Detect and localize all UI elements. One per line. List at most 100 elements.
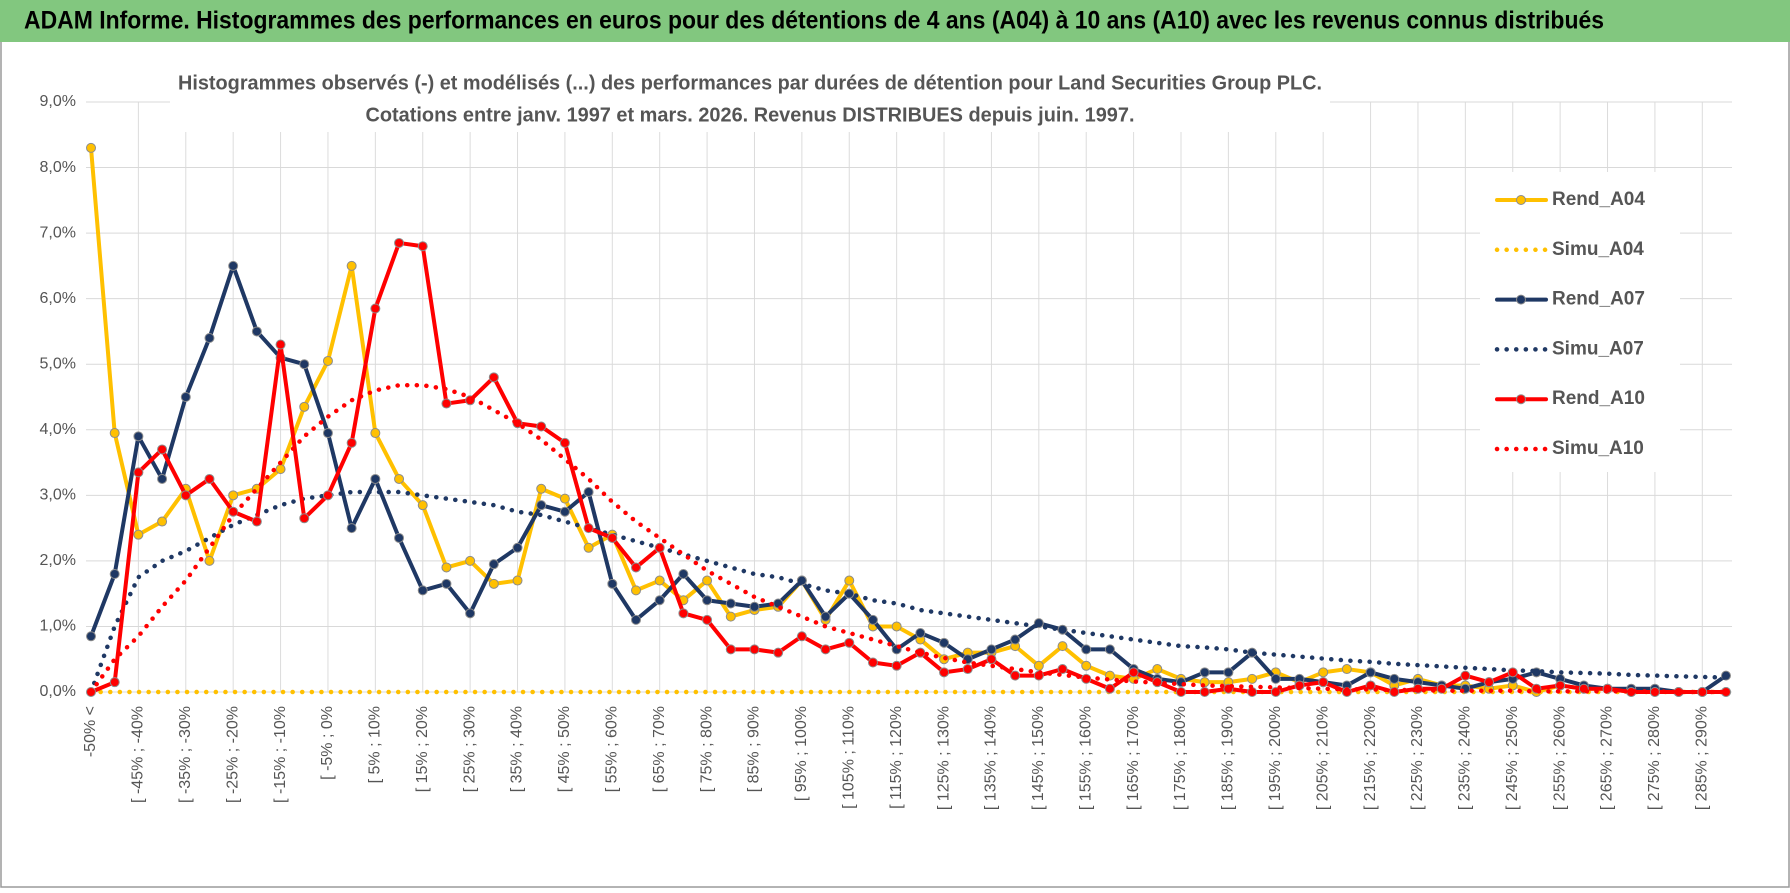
legend-marker (1516, 294, 1526, 305)
data-point (322, 490, 333, 501)
data-point (109, 569, 120, 579)
data-point (299, 359, 310, 370)
data-point (275, 464, 286, 475)
data-point (133, 431, 144, 442)
x-tick-label: [ 165% ; 170% (1125, 706, 1142, 810)
data-point (536, 421, 547, 432)
data-point (536, 500, 547, 511)
x-tick-label: [ 45% ; 50% (556, 706, 573, 792)
x-tick-label: [ -35% ; -30% (177, 706, 194, 803)
legend-label: Simu_A04 (1552, 239, 1644, 260)
x-tick-label: [ 85% ; 90% (746, 706, 763, 792)
data-point (133, 529, 144, 540)
data-point (1057, 641, 1068, 652)
data-point (583, 542, 594, 553)
y-tick-label: 7,0% (40, 224, 76, 241)
data-point (370, 303, 381, 314)
x-tick-label: [ -45% ; -40% (130, 706, 147, 803)
data-point (1081, 644, 1092, 655)
data-point (1365, 680, 1376, 691)
x-tick-label: [ 205% ; 210% (1314, 706, 1331, 810)
x-tick-label: [ -25% ; -20% (224, 706, 241, 803)
data-point (915, 628, 926, 638)
x-tick-label: [ 285% ; 290% (1694, 706, 1711, 810)
data-point (654, 575, 665, 586)
legend-marker (1516, 394, 1526, 405)
data-point (370, 428, 381, 439)
x-tick-label: [ 265% ; 270% (1599, 706, 1616, 810)
data-point (773, 647, 784, 658)
data-point (86, 631, 96, 642)
y-tick-label: 3,0% (40, 487, 76, 504)
data-point (962, 664, 973, 675)
y-tick-label: 9,0% (40, 93, 76, 110)
legend-label: Rend_A10 (1552, 388, 1645, 409)
data-point (1057, 664, 1068, 675)
y-tick-label: 4,0% (40, 421, 76, 438)
x-tick-label: [ 135% ; 140% (983, 706, 1000, 810)
data-point (820, 611, 831, 622)
legend-label: Rend_A04 (1552, 189, 1645, 210)
x-tick-label: [ 35% ; 40% (509, 706, 526, 792)
x-tick-label: [ 225% ; 230% (1409, 706, 1426, 810)
data-point (1555, 680, 1566, 691)
data-point (512, 542, 523, 553)
data-point (180, 392, 191, 402)
data-point (536, 483, 547, 494)
data-point (820, 644, 831, 655)
data-point (488, 578, 499, 589)
x-tick-label: [ 195% ; 200% (1267, 706, 1284, 810)
data-point (867, 614, 878, 625)
data-point (441, 578, 452, 589)
data-point (1104, 683, 1115, 694)
x-tick-label: [ 275% ; 280% (1646, 706, 1663, 810)
chart-title: Histogrammes observés (-) et modélisés (… (178, 72, 1322, 94)
data-point (1365, 667, 1376, 678)
x-tick-label: [ 15% ; 20% (414, 706, 431, 792)
data-point (394, 473, 405, 484)
x-tick-label: [ 55% ; 60% (604, 706, 621, 792)
data-point (939, 637, 950, 648)
data-point (559, 437, 570, 448)
data-point (1389, 673, 1400, 684)
y-tick-label: 2,0% (40, 552, 76, 569)
data-point (180, 490, 191, 501)
data-point (417, 585, 428, 596)
data-point (488, 559, 499, 570)
data-point (1010, 670, 1021, 681)
x-tick-label: [ 215% ; 220% (1362, 706, 1379, 810)
data-point (109, 428, 120, 439)
x-tick-label: [ 185% ; 190% (1220, 706, 1237, 810)
legend-marker (1516, 195, 1526, 205)
data-point (204, 555, 215, 566)
data-point (1223, 667, 1234, 678)
data-point (204, 333, 215, 343)
series-line (89, 263, 1728, 694)
data-point (583, 487, 594, 498)
data-point (844, 575, 855, 586)
data-point (1176, 687, 1186, 697)
data-point (441, 398, 452, 409)
data-point (631, 562, 641, 573)
legend-label: Simu_A10 (1552, 438, 1644, 459)
data-point (1270, 673, 1281, 684)
x-tick-label: [ 125% ; 130% (935, 706, 952, 810)
x-tick-label: [ 65% ; 70% (651, 706, 668, 792)
data-point (654, 542, 665, 553)
data-point (299, 513, 310, 524)
data-point (228, 490, 239, 501)
data-point (559, 506, 570, 517)
data-point (796, 631, 807, 642)
data-point (1247, 687, 1258, 697)
x-tick-label: -50% < (82, 706, 99, 757)
x-tick-label: [ 245% ; 250% (1504, 706, 1521, 810)
x-tick-label: [ -5% ; 0% (319, 706, 336, 780)
series-line (89, 240, 1728, 694)
x-tick-label: [ 5% ; 10% (367, 706, 384, 783)
data-point (204, 473, 215, 484)
data-point (725, 611, 736, 622)
data-point (1033, 660, 1044, 671)
data-point (322, 428, 333, 439)
data-point (1507, 667, 1518, 678)
